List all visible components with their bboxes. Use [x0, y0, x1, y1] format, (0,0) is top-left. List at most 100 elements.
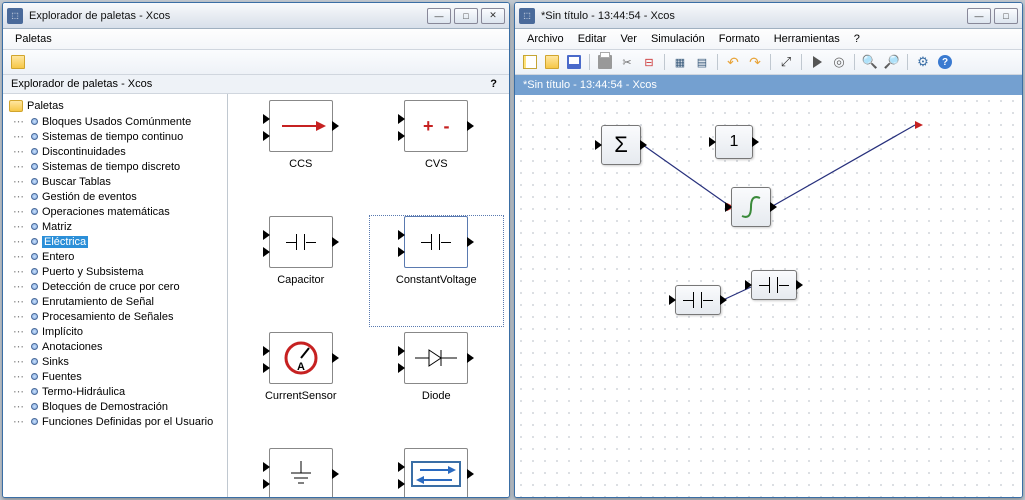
- tree-item[interactable]: ⋯Procesamiento de Señales: [5, 309, 225, 324]
- menu-herramientas[interactable]: Herramientas: [768, 31, 846, 47]
- tree-item[interactable]: ⋯Bloques de Demostración: [5, 399, 225, 414]
- palette-item[interactable]: + -CVS: [370, 100, 504, 210]
- bullet-icon: [31, 148, 38, 155]
- bullet-icon: [31, 163, 38, 170]
- zoom-out-icon[interactable]: 🔎: [883, 53, 901, 71]
- canvas-window: ⬚ *Sin título - 13:44:54 - Xcos — □ Arch…: [514, 2, 1023, 498]
- new-icon[interactable]: [521, 53, 539, 71]
- palette-item[interactable]: CCS: [234, 100, 368, 210]
- tree-item[interactable]: ⋯Entero: [5, 249, 225, 264]
- tree-item[interactable]: ⋯Implícito: [5, 324, 225, 339]
- palette-explorer-window: ⬚ Explorador de paletas - Xcos — □ ✕ Pal…: [2, 2, 510, 498]
- tool-icon[interactable]: ▦: [671, 53, 689, 71]
- maximize-button[interactable]: □: [994, 8, 1018, 24]
- zoom-in-icon[interactable]: 🔍: [861, 53, 879, 71]
- bullet-icon: [31, 208, 38, 215]
- canvas-block-cap_a[interactable]: [675, 285, 721, 315]
- svg-text:A: A: [297, 361, 305, 373]
- bullet-icon: [31, 193, 38, 200]
- palette-item-icon: [269, 448, 333, 497]
- tree-item[interactable]: ⋯Bloques Usados Comúnmente: [5, 114, 225, 129]
- canvas-block-const1[interactable]: 1: [715, 125, 753, 159]
- tree-item[interactable]: ⋯Anotaciones: [5, 339, 225, 354]
- tree-item-label: Enrutamiento de Señal: [42, 296, 154, 308]
- delete-icon[interactable]: ⊟: [640, 53, 658, 71]
- tree-item[interactable]: ⋯Operaciones matemáticas: [5, 204, 225, 219]
- tree-item[interactable]: ⋯Fuentes: [5, 369, 225, 384]
- menu-ver[interactable]: Ver: [614, 31, 643, 47]
- bullet-icon: [31, 178, 38, 185]
- tree-item[interactable]: ⋯Sinks: [5, 354, 225, 369]
- palette-item-label: Capacitor: [277, 274, 324, 286]
- window-title: Explorador de paletas - Xcos: [29, 10, 427, 22]
- tree-item-label: Detección de cruce por cero: [42, 281, 180, 293]
- close-button[interactable]: ✕: [481, 8, 505, 24]
- bullet-icon: [31, 388, 38, 395]
- diagram-canvas[interactable]: Σ1: [515, 95, 1022, 497]
- tree-pane[interactable]: Paletas ⋯Bloques Usados Comúnmente⋯Siste…: [3, 94, 228, 497]
- tab-strip[interactable]: *Sin título - 13:44:54 - Xcos: [515, 75, 1022, 95]
- palette-item-label: Diode: [422, 390, 451, 402]
- palette-item-label: CCS: [289, 158, 312, 170]
- bullet-icon: [31, 253, 38, 260]
- tool2-icon[interactable]: ▤: [693, 53, 711, 71]
- print-icon[interactable]: [596, 53, 614, 71]
- app-icon: ⬚: [519, 8, 535, 24]
- tree-item[interactable]: ⋯Buscar Tablas: [5, 174, 225, 189]
- palette-item[interactable]: ConstantVoltage: [370, 216, 504, 326]
- settings-icon[interactable]: ⚙: [914, 53, 932, 71]
- tree-item[interactable]: ⋯Termo-Hidráulica: [5, 384, 225, 399]
- save-icon[interactable]: [565, 53, 583, 71]
- titlebar[interactable]: ⬚ Explorador de paletas - Xcos — □ ✕: [3, 3, 509, 29]
- palette-item-icon: [404, 332, 468, 384]
- open-icon[interactable]: [9, 53, 27, 71]
- menu-paletas[interactable]: Paletas: [9, 31, 58, 47]
- help-icon[interactable]: ?: [936, 53, 954, 71]
- tree-item[interactable]: ⋯Sistemas de tiempo continuo: [5, 129, 225, 144]
- undo-icon[interactable]: ↶: [724, 53, 742, 71]
- tree-item[interactable]: ⋯Sistemas de tiempo discreto: [5, 159, 225, 174]
- palette-item[interactable]: A CurrentSensor: [234, 332, 368, 442]
- tree-item[interactable]: ⋯Detección de cruce por cero: [5, 279, 225, 294]
- tree-item-label: Procesamiento de Señales: [42, 311, 173, 323]
- play-icon[interactable]: [808, 53, 826, 71]
- minimize-button[interactable]: —: [427, 8, 451, 24]
- palette-item-label: CurrentSensor: [265, 390, 337, 402]
- tree-item[interactable]: ⋯Enrutamiento de Señal: [5, 294, 225, 309]
- maximize-button[interactable]: □: [454, 8, 478, 24]
- bullet-icon: [31, 358, 38, 365]
- help-button[interactable]: ?: [486, 78, 501, 90]
- canvas-block-sum[interactable]: Σ: [601, 125, 641, 165]
- palette-item[interactable]: Diode: [370, 332, 504, 442]
- tree-root[interactable]: Paletas: [5, 98, 225, 114]
- tree-item[interactable]: ⋯Discontinuidades: [5, 144, 225, 159]
- palette-item[interactable]: [234, 448, 368, 497]
- tree-item[interactable]: ⋯Gestión de eventos: [5, 189, 225, 204]
- menu-editar[interactable]: Editar: [572, 31, 613, 47]
- bullet-icon: [31, 268, 38, 275]
- redo-icon[interactable]: ↷: [746, 53, 764, 71]
- palette-item[interactable]: Capacitor: [234, 216, 368, 326]
- menu-formato[interactable]: Formato: [713, 31, 766, 47]
- bullet-icon: [31, 298, 38, 305]
- minimize-button[interactable]: —: [967, 8, 991, 24]
- open-icon[interactable]: [543, 53, 561, 71]
- separator: [854, 54, 855, 70]
- menu-simulacion[interactable]: Simulación: [645, 31, 711, 47]
- tree-item-label: Operaciones matemáticas: [42, 206, 170, 218]
- stop-icon[interactable]: ◎: [830, 53, 848, 71]
- canvas-block-cap_b[interactable]: [751, 270, 797, 300]
- menu-archivo[interactable]: Archivo: [521, 31, 570, 47]
- tree-item[interactable]: ⋯Puerto y Subsistema: [5, 264, 225, 279]
- titlebar[interactable]: ⬚ *Sin título - 13:44:54 - Xcos — □: [515, 3, 1022, 29]
- canvas-block-integ[interactable]: [731, 187, 771, 227]
- fit-icon[interactable]: ⤢: [777, 53, 795, 71]
- palette-pane[interactable]: CCS + -CVS Capacitor ConstantVoltage A Curren…: [228, 94, 509, 497]
- palette-item[interactable]: [370, 448, 504, 497]
- tree-item[interactable]: ⋯Funciones Definidas por el Usuario: [5, 414, 225, 429]
- separator: [717, 54, 718, 70]
- tree-item[interactable]: ⋯Matriz: [5, 219, 225, 234]
- menu-help[interactable]: ?: [848, 31, 866, 47]
- tree-item[interactable]: ⋯Eléctrica: [5, 234, 225, 249]
- cut-icon[interactable]: ✂: [618, 53, 636, 71]
